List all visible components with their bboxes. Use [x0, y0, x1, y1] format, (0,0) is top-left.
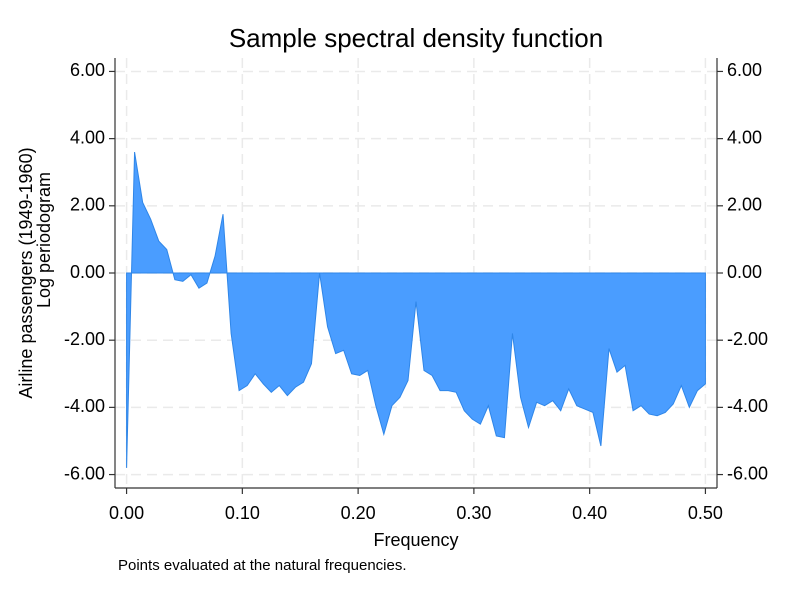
- y2-tick-label: 2.00: [727, 195, 762, 215]
- y2-tick-label: -2.00: [727, 329, 768, 349]
- x-axis-label: Frequency: [373, 530, 458, 550]
- x-tick-label: 0.00: [109, 503, 144, 523]
- y-tick-label: -4.00: [64, 396, 105, 416]
- y-axis-label: Log periodogram: [34, 172, 54, 308]
- area: [126, 151, 706, 468]
- note: Points evaluated at the natural frequenc…: [118, 557, 407, 574]
- y-tick-label: 0.00: [70, 262, 105, 282]
- y2-tick-label: 0.00: [727, 262, 762, 282]
- y-tick-label: 2.00: [70, 195, 105, 215]
- y2-tick-label: 4.00: [727, 127, 762, 147]
- y-tick-label: -6.00: [64, 463, 105, 483]
- x-tick-label: 0.50: [688, 503, 723, 523]
- y-axis-label: Airline passengers (1949-1960): [16, 147, 36, 398]
- x-tick-label: 0.20: [341, 503, 376, 523]
- y-tick-label: 6.00: [70, 60, 105, 80]
- x-tick-label: 0.10: [225, 503, 260, 523]
- x-tick-label: 0.40: [572, 503, 607, 523]
- chart-title: Sample spectral density function: [229, 23, 603, 53]
- x-tick-label: 0.30: [456, 503, 491, 523]
- y-tick-label: 4.00: [70, 127, 105, 147]
- y2-tick-label: 6.00: [727, 60, 762, 80]
- y-tick-label: -2.00: [64, 329, 105, 349]
- y2-tick-label: -6.00: [727, 463, 768, 483]
- y2-tick-label: -4.00: [727, 396, 768, 416]
